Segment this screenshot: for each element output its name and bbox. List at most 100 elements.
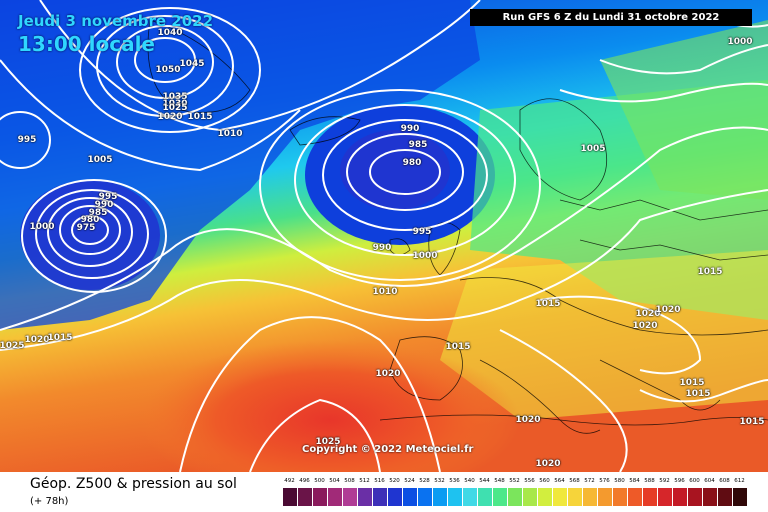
legend-value-492: 492 bbox=[284, 478, 295, 484]
legend-value-596: 596 bbox=[674, 478, 685, 484]
isobar-label-1015-sw: 1015 bbox=[47, 333, 73, 343]
warm-core-south bbox=[140, 340, 520, 472]
legend-value-592: 592 bbox=[659, 478, 670, 484]
legend-value-604: 604 bbox=[704, 478, 715, 484]
isobar-label-1015-east: 1015 bbox=[697, 267, 723, 277]
legend-value-516: 516 bbox=[374, 478, 385, 484]
isobar-label-1000-atl: 1000 bbox=[412, 251, 438, 261]
legend-swatch-540 bbox=[462, 488, 477, 506]
legend-swatch-576 bbox=[597, 488, 612, 506]
legend-swatch-548 bbox=[492, 488, 507, 506]
legend-swatch-600 bbox=[687, 488, 702, 506]
legend-swatch-492 bbox=[282, 488, 297, 506]
legend-value-520: 520 bbox=[389, 478, 400, 484]
isobar-label-1000-west: 1000 bbox=[29, 222, 55, 232]
isobar-label-1015-alps: 1015 bbox=[535, 299, 561, 309]
isobar-label-975-low: 975 bbox=[76, 223, 96, 233]
trough-core bbox=[340, 130, 450, 210]
legend-swatch-584 bbox=[627, 488, 642, 506]
legend-swatch-544 bbox=[477, 488, 492, 506]
legend-swatch-552 bbox=[507, 488, 522, 506]
map-footer: Géop. Z500 & pression au sol (+ 78h) 492… bbox=[0, 472, 768, 512]
legend-value-580: 580 bbox=[614, 478, 625, 484]
legend-swatch-560 bbox=[537, 488, 552, 506]
legend-value-560: 560 bbox=[539, 478, 550, 484]
legend-swatch-524 bbox=[402, 488, 417, 506]
legend-swatch-500 bbox=[312, 488, 327, 506]
legend-value-588: 588 bbox=[644, 478, 655, 484]
legend-value-528: 528 bbox=[419, 478, 430, 484]
legend-swatch-556 bbox=[522, 488, 537, 506]
isobar-label-1040-north: 1040 bbox=[157, 28, 183, 38]
legend-swatch-504 bbox=[327, 488, 342, 506]
legend-swatch-604 bbox=[702, 488, 717, 506]
legend-value-600: 600 bbox=[689, 478, 700, 484]
legend-swatch-564 bbox=[552, 488, 567, 506]
isobar-label-1050: 1050 bbox=[155, 65, 181, 75]
isobar-label-1020-africa: 1020 bbox=[535, 459, 561, 469]
isobar-label-1000-ne: 1000 bbox=[727, 37, 753, 47]
southern-europe-yellow bbox=[440, 250, 768, 420]
isobar-label-1020-north: 1020 bbox=[157, 112, 183, 122]
isobar-label-995-atl: 995 bbox=[412, 227, 432, 237]
isobar-label-980-atl: 980 bbox=[402, 158, 422, 168]
isobar-label-1020-sw: 1020 bbox=[24, 335, 50, 345]
legend-swatch-512 bbox=[357, 488, 372, 506]
legend-swatch-520 bbox=[387, 488, 402, 506]
legend-swatch-508 bbox=[342, 488, 357, 506]
isobar-label-1015-se: 1015 bbox=[739, 417, 765, 427]
isobar-label-1010-north: 1010 bbox=[217, 129, 243, 139]
legend-value-552: 552 bbox=[509, 478, 520, 484]
legend-value-564: 564 bbox=[554, 478, 565, 484]
legend-value-548: 548 bbox=[494, 478, 505, 484]
isobar-label-1015-north: 1015 bbox=[187, 112, 213, 122]
forecast-time: 13:00 locale bbox=[18, 32, 155, 56]
isobar-label-980-low: 980 bbox=[80, 215, 100, 225]
isobar-label-1015-greece1: 1015 bbox=[679, 378, 705, 388]
isobar-label-985-low: 985 bbox=[88, 208, 108, 218]
map-title: Géop. Z500 & pression au sol bbox=[30, 476, 237, 492]
deep-low-core-west bbox=[20, 180, 160, 290]
legend-swatch-572 bbox=[582, 488, 597, 506]
legend-swatch-596 bbox=[672, 488, 687, 506]
legend-swatch-532 bbox=[432, 488, 447, 506]
legend-value-556: 556 bbox=[524, 478, 535, 484]
isobar-label-1030: 1030 bbox=[162, 99, 188, 109]
copyright-notice: Copyright © 2022 Meteociel.fr bbox=[302, 444, 474, 455]
isobar-label-990-low: 990 bbox=[94, 200, 114, 210]
coastlines bbox=[147, 19, 768, 434]
color-legend: 492 496 500 504 508 512 516 520 524 528 532 536 540 5… bbox=[282, 478, 752, 510]
forecast-date: Jeudi 3 novembre 2022 bbox=[18, 12, 214, 30]
legend-swatch-608 bbox=[717, 488, 732, 506]
legend-value-572: 572 bbox=[584, 478, 595, 484]
legend-value-608: 608 bbox=[719, 478, 730, 484]
legend-value-536: 536 bbox=[449, 478, 460, 484]
forecast-offset: (+ 78h) bbox=[30, 496, 69, 507]
legend-value-508: 508 bbox=[344, 478, 355, 484]
legend-swatch-588 bbox=[642, 488, 657, 506]
isobar-label-1015-greece2: 1015 bbox=[685, 389, 711, 399]
legend-value-584: 584 bbox=[629, 478, 640, 484]
isobar-label-990-atl-s: 990 bbox=[372, 243, 392, 253]
legend-swatch-528 bbox=[417, 488, 432, 506]
isobar-label-1025-sw: 1025 bbox=[0, 341, 25, 351]
isobar-label-995-low: 995 bbox=[98, 192, 118, 202]
isobar-label-1015-fr: 1015 bbox=[445, 342, 471, 352]
legend-value-496: 496 bbox=[299, 478, 310, 484]
isobar-label-1025-south: 1025 bbox=[315, 437, 341, 447]
isobar-label-1010-atl: 1010 bbox=[372, 287, 398, 297]
isobar-label-995-west: 995 bbox=[17, 135, 37, 145]
legend-value-540: 540 bbox=[464, 478, 475, 484]
isobar-label-1045: 1045 bbox=[179, 59, 205, 69]
legend-swatch-592 bbox=[657, 488, 672, 506]
isobar-label-1025-north: 1025 bbox=[162, 103, 188, 113]
isobar-label-1005-west: 1005 bbox=[87, 155, 113, 165]
isobar-label-1020-iberia: 1020 bbox=[375, 369, 401, 379]
legend-value-568: 568 bbox=[569, 478, 580, 484]
legend-swatch-516 bbox=[372, 488, 387, 506]
isobar-lines bbox=[0, 0, 768, 472]
legend-swatch-496 bbox=[297, 488, 312, 506]
legend-value-576: 576 bbox=[599, 478, 610, 484]
legend-value-504: 504 bbox=[329, 478, 340, 484]
